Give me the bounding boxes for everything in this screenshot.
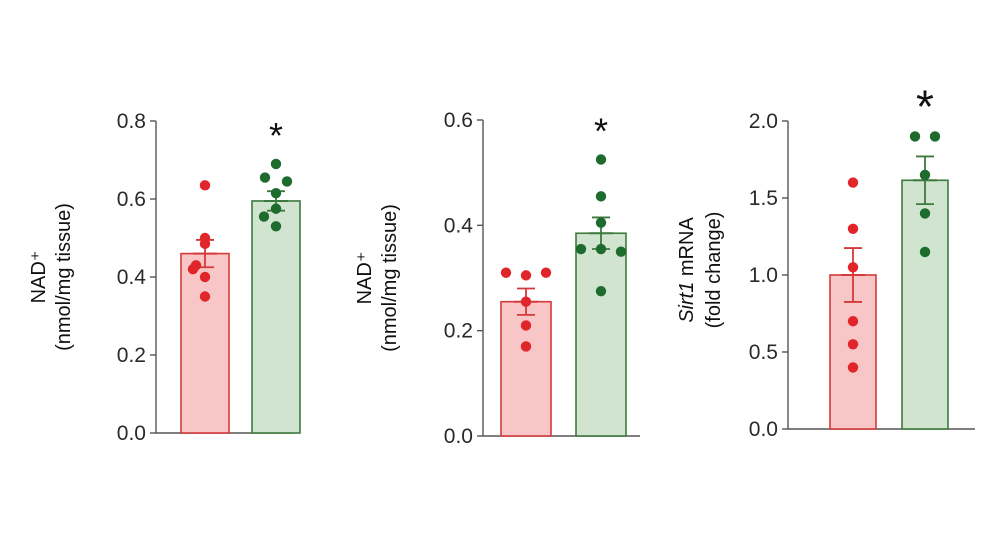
data-point (919, 246, 931, 258)
data-point (847, 316, 859, 327)
y-tick-label: 2.0 (749, 110, 778, 133)
y-axis-label-gene: Sirt1 (676, 282, 698, 323)
data-point (847, 223, 859, 234)
data-point (270, 158, 282, 170)
data-point (270, 187, 282, 199)
data-point (520, 270, 532, 281)
data-point (199, 291, 211, 302)
y-tick-label: 0.6 (444, 109, 473, 132)
data-point (575, 243, 587, 255)
y-tick-label: 0.8 (117, 110, 146, 133)
y-axis-label: NAD⁺ (28, 251, 50, 304)
significance-marker: * (269, 115, 283, 156)
y-tick-label: 0.5 (749, 341, 778, 364)
data-point (540, 267, 552, 278)
data-point (199, 180, 211, 191)
data-point (909, 131, 921, 142)
data-point (520, 341, 532, 352)
y-axis-label-units: (nmol/mg tissue) (379, 204, 401, 352)
data-point (847, 339, 859, 350)
data-point (500, 267, 512, 278)
y-tick-label: 0.0 (117, 422, 146, 445)
data-point (595, 217, 607, 228)
data-point (847, 177, 859, 188)
y-tick-label: 0.2 (444, 320, 473, 343)
bar-group-1 (180, 252, 230, 434)
significance-marker: * (594, 111, 608, 152)
significance-marker: * (916, 80, 934, 132)
y-tick-label: 0.4 (117, 266, 147, 289)
data-point (281, 176, 293, 187)
y-tick-label: 0.6 (117, 188, 146, 211)
data-point (187, 264, 199, 275)
y-axis-label: NAD⁺ (354, 252, 376, 305)
data-point (270, 221, 282, 232)
y-tick-label: 0.0 (749, 418, 778, 441)
data-point (615, 246, 627, 257)
y-axis-label-units: (fold change) (703, 212, 725, 329)
y-axis-label-units: (nmol/mg tissue) (53, 203, 75, 351)
data-point (259, 172, 271, 183)
data-point (199, 238, 211, 250)
data-point (919, 169, 931, 181)
data-point (520, 296, 532, 307)
data-point (270, 203, 282, 214)
y-axis-label-rest: mRNA (676, 217, 698, 282)
y-axis-label: Sirt1 mRNA (676, 217, 698, 323)
y-tick-label: 0.4 (444, 214, 474, 237)
bar-group-2 (575, 232, 627, 437)
data-point (199, 271, 211, 283)
data-point (595, 154, 607, 165)
y-tick-label: 0.2 (117, 344, 146, 367)
data-point (258, 211, 270, 222)
y-tick-label: 1.0 (749, 264, 778, 287)
y-tick-label: 0.0 (444, 425, 473, 448)
data-point (919, 208, 931, 219)
data-point (595, 285, 607, 297)
data-point (847, 362, 859, 373)
y-tick-label: 1.5 (749, 187, 778, 210)
data-point (595, 191, 607, 202)
data-point (595, 243, 607, 255)
bar-group-2 (251, 200, 301, 434)
chart-panel-3: 0.0 0.5 1.0 1.5 2.0 Sirt1 mRNA (fold change) * (676, 80, 975, 441)
data-point (929, 131, 941, 142)
chart-panel-2: 0.0 0.2 0.4 0.6 NAD⁺ (nmol/mg tissue) * (354, 109, 640, 448)
data-point (847, 262, 859, 273)
chart-panel-1: 0.0 0.2 0.4 0.6 0.8 NAD⁺ (nmol/mg tissue) * (28, 110, 301, 445)
data-point (520, 320, 532, 331)
